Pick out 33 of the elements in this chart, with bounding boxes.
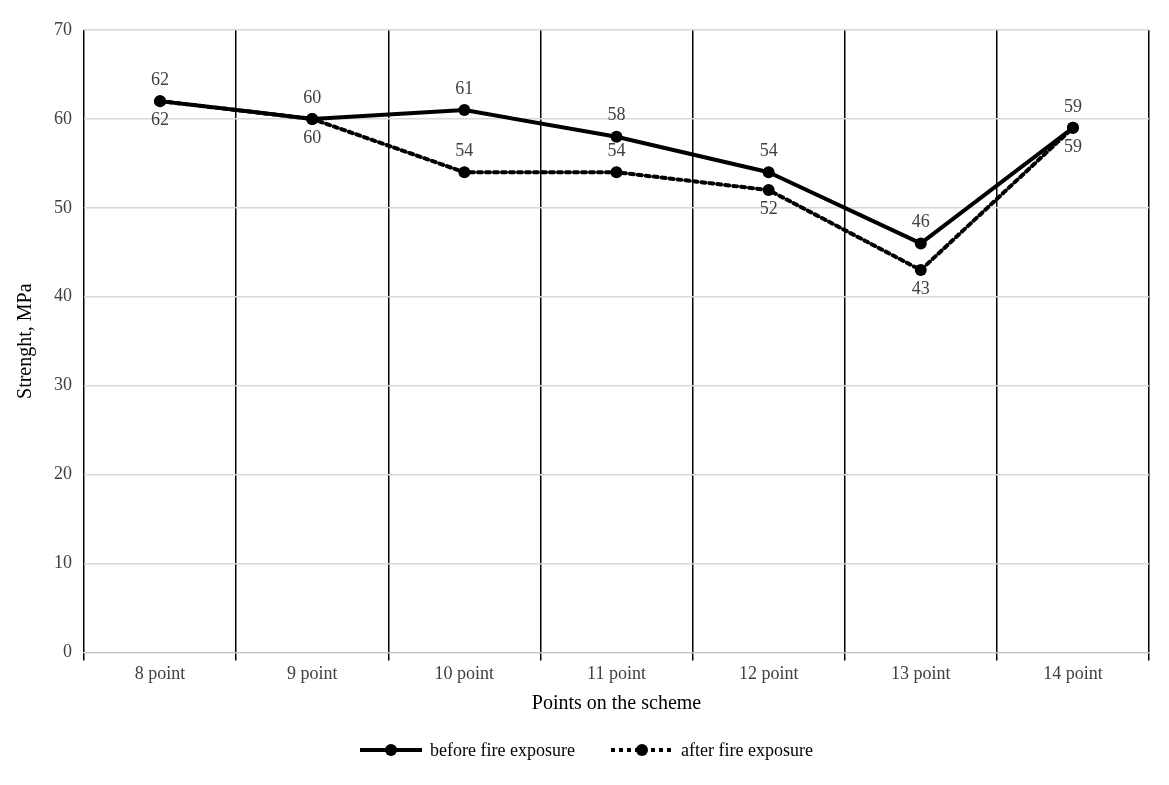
data-label: 61	[455, 77, 474, 98]
x-tick-label: 10 point	[434, 662, 495, 683]
data-label: 58	[607, 104, 626, 125]
data-label: 43	[911, 277, 930, 298]
x-tick-label: 14 point	[1043, 662, 1103, 683]
data-label: 60	[303, 86, 322, 107]
y-tick-label: 0	[63, 641, 72, 662]
data-label: 46	[911, 211, 930, 232]
x-tick-label: 8 point	[134, 662, 186, 683]
y-axis-title: Strenght, MPa	[13, 283, 37, 399]
data-label: 54	[455, 140, 474, 160]
y-tick-label: 40	[54, 285, 72, 306]
y-tick-label: 70	[54, 18, 72, 39]
x-axis-title: Points on the scheme	[531, 691, 702, 714]
y-tick-label: 10	[54, 552, 72, 573]
x-tick-label: 11 point	[587, 662, 646, 683]
legend-label: after fire exposure	[681, 739, 813, 761]
x-tick-label: 12 point	[738, 662, 799, 683]
data-label: 59	[1063, 135, 1082, 156]
data-label: 60	[303, 126, 322, 147]
data-label: 54	[607, 140, 626, 160]
y-tick-label: 60	[54, 107, 72, 128]
y-tick-label: 50	[54, 196, 72, 217]
data-label: 54	[759, 140, 778, 160]
data-label: 59	[1063, 95, 1082, 116]
x-tick-label: 13 point	[891, 662, 951, 683]
y-tick-label: 30	[54, 374, 72, 395]
data-label: 62	[151, 68, 170, 89]
legend-label: before fire exposure	[430, 739, 575, 761]
x-tick-label: 9 point	[286, 662, 338, 683]
data-label: 62	[151, 108, 170, 129]
data-label: 52	[759, 197, 778, 218]
y-tick-label: 20	[54, 463, 72, 484]
